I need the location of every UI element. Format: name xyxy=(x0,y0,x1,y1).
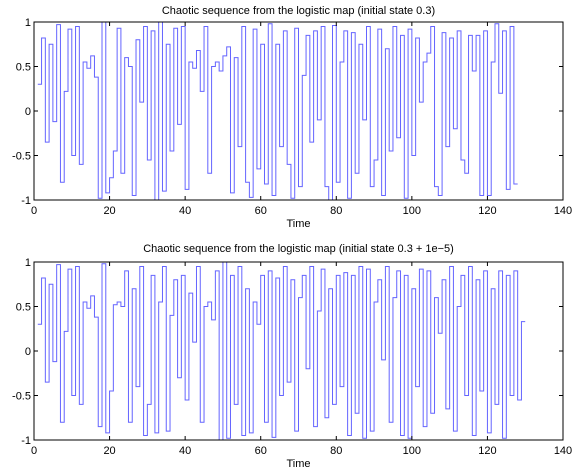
x-axis-label: Time xyxy=(286,458,310,469)
x-axis-label: Time xyxy=(286,218,310,230)
x-tick-label: 60 xyxy=(255,205,267,217)
x-tick-label: 20 xyxy=(103,445,115,457)
series-line xyxy=(37,261,526,441)
x-tick-label: 100 xyxy=(403,445,421,457)
x-tick-label: 140 xyxy=(554,205,572,217)
x-tick-label: 0 xyxy=(31,205,37,217)
x-tick-label: 0 xyxy=(31,445,37,457)
y-tick-label: 1 xyxy=(25,17,31,29)
y-tick-label: -1 xyxy=(21,195,31,207)
y-tick-label: 0 xyxy=(25,346,31,358)
x-tick-label: 80 xyxy=(330,445,342,457)
y-tick-label: 0.5 xyxy=(16,302,31,314)
x-tick-label: 120 xyxy=(478,445,496,457)
y-tick-label: 0 xyxy=(25,106,31,118)
y-tick-label: 0.5 xyxy=(16,62,31,74)
x-tick-label: 100 xyxy=(403,205,421,217)
x-tick-label: 80 xyxy=(330,205,342,217)
x-tick-label: 120 xyxy=(478,205,496,217)
y-tick-label: 1 xyxy=(25,257,31,269)
x-tick-label: 140 xyxy=(554,445,572,457)
x-tick-label: 60 xyxy=(255,445,267,457)
chart-title: Chaotic sequence from the logistic map (… xyxy=(143,243,454,255)
x-tick-label: 40 xyxy=(179,445,191,457)
chart-panel-top: Chaotic sequence from the logistic map (… xyxy=(12,5,572,230)
series-line xyxy=(37,21,518,201)
chart-panel-bottom: Chaotic sequence from the logistic map (… xyxy=(12,243,572,469)
y-tick-label: -1 xyxy=(21,435,31,447)
y-tick-label: -0.5 xyxy=(12,151,31,163)
x-tick-label: 20 xyxy=(103,205,115,217)
x-tick-label: 40 xyxy=(179,205,191,217)
chart-title: Chaotic sequence from the logistic map (… xyxy=(162,5,435,17)
y-tick-label: -0.5 xyxy=(12,391,31,403)
